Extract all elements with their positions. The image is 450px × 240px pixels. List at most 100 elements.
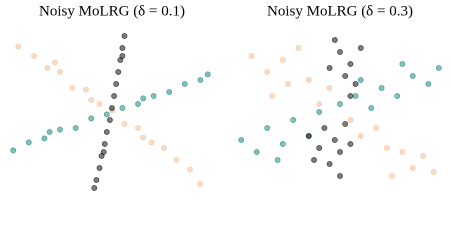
point xyxy=(269,93,276,99)
chart-title: Noisy MoLRG (δ = 0.1) xyxy=(39,3,185,19)
point xyxy=(88,97,95,103)
point xyxy=(46,129,53,135)
figure: Noisy MoLRG (δ = 0.1) Noisy MoLRG (δ = 0.… xyxy=(10,3,442,191)
point xyxy=(342,73,349,79)
point xyxy=(357,77,364,83)
point xyxy=(420,153,427,159)
point xyxy=(91,185,98,191)
point xyxy=(103,129,110,135)
point xyxy=(96,101,103,107)
point xyxy=(383,145,390,151)
point xyxy=(409,73,416,79)
point xyxy=(435,65,442,71)
point xyxy=(148,139,155,146)
point xyxy=(93,177,100,183)
point xyxy=(425,81,432,87)
point xyxy=(399,61,406,67)
point xyxy=(326,161,333,167)
point xyxy=(83,86,89,93)
point xyxy=(311,157,317,163)
point xyxy=(135,101,141,107)
point xyxy=(342,121,349,127)
point xyxy=(316,109,323,115)
point xyxy=(337,49,343,55)
point xyxy=(57,126,63,133)
point xyxy=(109,105,115,111)
point xyxy=(140,95,147,102)
point xyxy=(295,45,302,51)
point xyxy=(326,85,333,91)
point xyxy=(357,45,364,51)
point xyxy=(389,173,395,179)
point xyxy=(352,81,359,87)
point xyxy=(31,53,37,59)
point xyxy=(119,105,126,111)
point xyxy=(119,45,126,51)
point xyxy=(347,93,354,99)
point xyxy=(181,81,188,87)
point xyxy=(337,149,343,155)
point xyxy=(347,61,354,67)
point xyxy=(316,101,323,107)
point xyxy=(204,71,211,78)
chart-title: Noisy MoLRG (δ = 0.3) xyxy=(267,3,413,19)
point xyxy=(331,37,338,43)
point xyxy=(279,141,286,147)
point xyxy=(111,93,117,99)
point xyxy=(15,43,22,50)
point xyxy=(238,137,245,143)
point xyxy=(264,69,271,75)
point xyxy=(69,85,76,91)
point xyxy=(378,85,385,91)
point xyxy=(88,115,95,122)
point xyxy=(44,65,51,71)
point xyxy=(166,89,173,95)
point xyxy=(10,147,17,154)
point xyxy=(113,81,120,87)
point xyxy=(321,125,328,131)
point xyxy=(347,117,354,123)
point xyxy=(100,149,107,155)
point xyxy=(121,33,128,39)
point xyxy=(115,69,122,75)
point xyxy=(409,165,416,171)
point xyxy=(331,137,338,143)
point xyxy=(121,121,128,127)
point xyxy=(394,93,401,99)
point xyxy=(337,173,343,179)
point xyxy=(347,141,354,147)
point xyxy=(197,181,204,187)
point xyxy=(305,77,312,83)
point xyxy=(368,105,375,111)
point xyxy=(373,125,380,131)
point xyxy=(140,134,147,141)
point xyxy=(279,57,286,63)
point xyxy=(326,65,333,71)
point xyxy=(399,149,406,155)
point xyxy=(72,125,79,131)
point xyxy=(135,125,141,131)
point xyxy=(253,149,260,155)
point xyxy=(274,157,281,163)
point xyxy=(248,53,255,59)
point xyxy=(316,145,323,151)
point xyxy=(305,133,312,139)
point xyxy=(41,135,48,142)
point xyxy=(25,139,32,146)
point xyxy=(150,93,157,99)
point xyxy=(173,157,180,163)
point xyxy=(96,165,103,171)
point xyxy=(290,117,297,123)
point xyxy=(51,59,58,66)
point xyxy=(101,141,108,147)
point xyxy=(357,133,364,139)
point xyxy=(285,81,291,87)
point xyxy=(264,125,271,131)
point xyxy=(430,169,437,175)
point xyxy=(57,69,63,75)
point xyxy=(119,53,126,59)
point xyxy=(197,77,204,83)
point xyxy=(107,117,113,123)
point xyxy=(103,111,110,118)
point xyxy=(352,93,359,99)
